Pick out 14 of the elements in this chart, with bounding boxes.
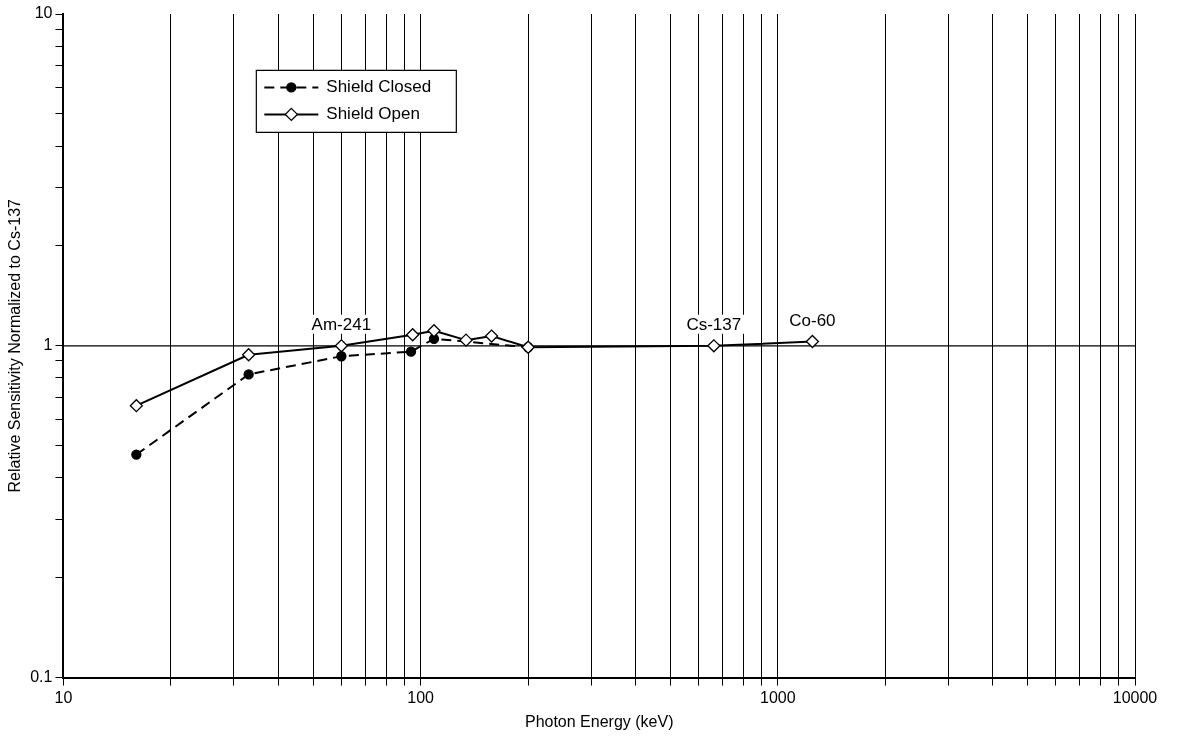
y-tick-label: 0.1	[30, 668, 53, 686]
annotation: Cs-137	[686, 314, 742, 334]
legend-label: Shield Closed	[326, 77, 432, 97]
annotation: Co-60	[789, 310, 836, 330]
x-tick-label: 10	[54, 688, 73, 706]
x-tick-label: 1000	[760, 688, 796, 706]
y-tick-label: 1	[43, 336, 53, 354]
y-tick-label: 10	[34, 4, 53, 22]
x-tick-label: 10000	[1112, 688, 1158, 706]
annotation: Am-241	[311, 314, 372, 334]
legend-label: Shield Open	[326, 104, 420, 124]
y-axis-title: Relative Sensitivity Normalized to Cs-137	[6, 198, 24, 493]
x-axis-title: Photon Energy (keV)	[524, 712, 674, 730]
x-tick-label: 100	[407, 688, 435, 706]
